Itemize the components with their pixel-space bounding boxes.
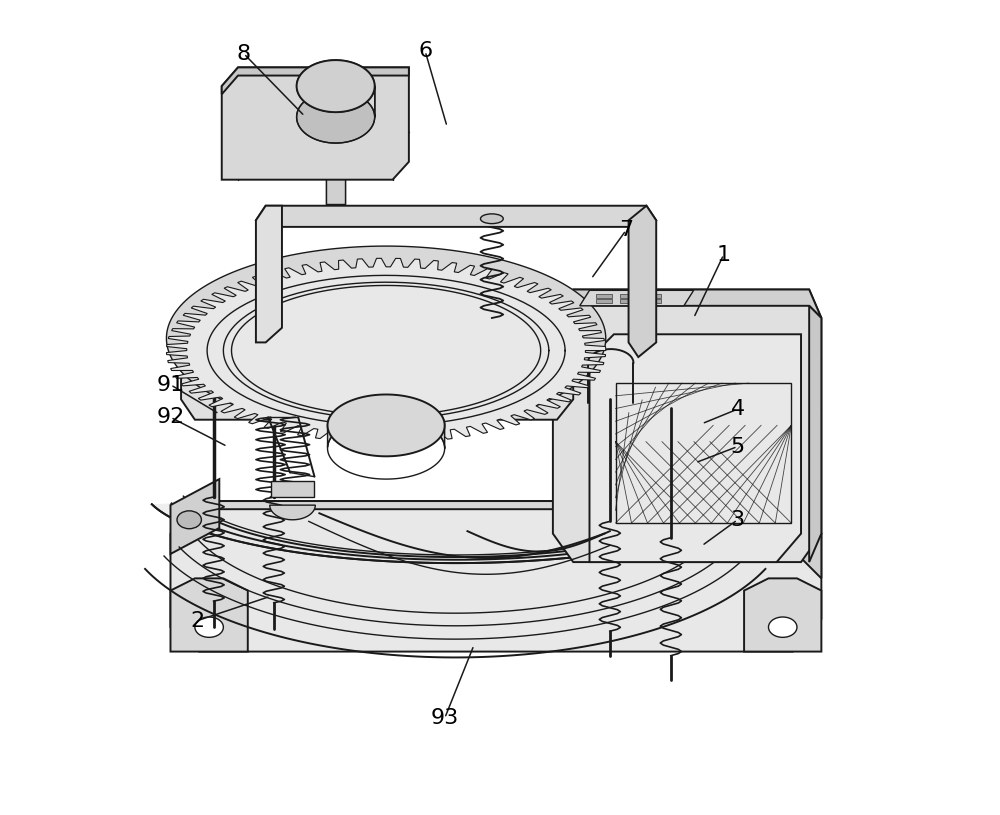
Polygon shape (580, 290, 694, 306)
Polygon shape (297, 60, 375, 112)
Polygon shape (170, 501, 821, 534)
Ellipse shape (768, 617, 797, 637)
Polygon shape (222, 68, 409, 179)
Text: 4: 4 (731, 399, 745, 419)
Polygon shape (166, 258, 606, 443)
Polygon shape (181, 355, 573, 420)
Polygon shape (744, 579, 821, 651)
Polygon shape (297, 60, 375, 143)
Polygon shape (629, 205, 656, 357)
Bar (620, 299, 637, 303)
Text: 2: 2 (190, 610, 204, 631)
Polygon shape (170, 579, 248, 651)
Polygon shape (553, 289, 821, 562)
Text: 91: 91 (156, 375, 185, 394)
Text: 92: 92 (156, 408, 185, 427)
Polygon shape (152, 503, 759, 563)
Ellipse shape (177, 511, 201, 529)
Polygon shape (232, 277, 541, 408)
Polygon shape (809, 306, 821, 562)
Polygon shape (271, 481, 314, 497)
Polygon shape (589, 334, 801, 562)
Polygon shape (222, 68, 409, 95)
Bar (645, 299, 661, 303)
Text: 8: 8 (237, 43, 251, 64)
Text: 1: 1 (717, 244, 731, 265)
Polygon shape (328, 394, 445, 456)
Bar (620, 293, 637, 297)
Polygon shape (256, 205, 282, 342)
Bar (645, 293, 661, 297)
Polygon shape (328, 394, 445, 448)
Polygon shape (166, 246, 606, 430)
Text: 3: 3 (731, 509, 745, 530)
Polygon shape (326, 117, 345, 204)
Polygon shape (553, 289, 821, 318)
Text: 5: 5 (730, 437, 745, 456)
Polygon shape (170, 479, 219, 554)
Polygon shape (270, 505, 315, 520)
Polygon shape (232, 285, 541, 416)
Text: 7: 7 (619, 220, 633, 240)
Ellipse shape (195, 617, 223, 637)
Text: 93: 93 (431, 708, 459, 729)
Bar (596, 299, 612, 303)
Bar (596, 293, 612, 297)
Polygon shape (256, 205, 656, 227)
Ellipse shape (480, 214, 503, 223)
Polygon shape (170, 501, 821, 651)
Text: 6: 6 (418, 41, 432, 61)
Polygon shape (797, 509, 821, 579)
